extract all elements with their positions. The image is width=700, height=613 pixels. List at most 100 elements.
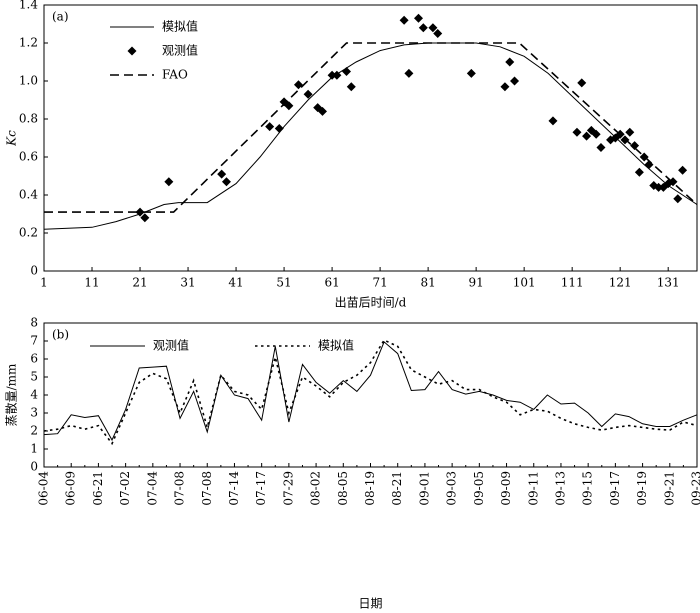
x-tick-label: 09-01 xyxy=(417,471,431,506)
data-point xyxy=(678,165,688,175)
data-point xyxy=(577,78,587,88)
x-tick-label: 31 xyxy=(180,276,195,290)
data-point xyxy=(625,127,635,137)
y-tick-label: 0.4 xyxy=(19,188,38,202)
data-point xyxy=(428,23,438,33)
y-tick-label: 4 xyxy=(30,388,38,402)
data-point xyxy=(418,23,428,33)
y-axis-label: 蒸散量/mm xyxy=(4,363,19,426)
y-tick-label: 0 xyxy=(30,460,38,474)
data-point xyxy=(217,169,227,179)
data-point xyxy=(548,116,558,126)
series-line xyxy=(43,339,698,446)
x-tick-label: 111 xyxy=(561,276,584,290)
legend-label: 观测值 xyxy=(162,43,198,58)
x-tick-label: 07-04 xyxy=(145,471,159,506)
plot-frame xyxy=(43,4,698,272)
legend-marker xyxy=(127,46,137,56)
x-tick-label: 21 xyxy=(132,276,147,290)
data-point xyxy=(332,70,342,80)
legend-label: 观测值 xyxy=(153,338,189,353)
x-tick-label: 09-15 xyxy=(581,471,595,506)
panel-label: (a) xyxy=(52,10,69,24)
y-tick-label: 1.2 xyxy=(19,36,38,50)
data-point xyxy=(654,182,664,192)
x-tick-label: 81 xyxy=(420,276,435,290)
data-point xyxy=(317,106,327,116)
y-tick-label: 3 xyxy=(30,406,38,420)
data-point xyxy=(221,177,231,187)
x-tick-label: 09-03 xyxy=(445,471,459,506)
data-point xyxy=(327,70,337,80)
x-tick-label: 61 xyxy=(324,276,339,290)
data-point xyxy=(668,177,678,187)
data-point xyxy=(596,143,606,152)
data-point xyxy=(274,124,284,133)
x-tick-label: 08-05 xyxy=(336,471,350,506)
y-tick-label: 8 xyxy=(30,316,38,330)
data-point xyxy=(346,82,356,92)
data-point xyxy=(466,68,476,78)
x-tick-label: 07-17 xyxy=(254,471,268,506)
x-tick-label: 51 xyxy=(276,276,291,290)
data-point xyxy=(591,129,601,139)
x-tick-label: 09-09 xyxy=(499,471,513,506)
data-point xyxy=(293,80,303,90)
data-point xyxy=(510,76,520,86)
y-tick-label: 1 xyxy=(30,442,38,456)
x-tick-label: 09-13 xyxy=(553,471,567,506)
x-tick-label: 41 xyxy=(228,276,243,290)
x-tick-label: 07-29 xyxy=(281,471,295,506)
data-point xyxy=(135,207,145,217)
x-tick-label: 101 xyxy=(513,276,536,290)
data-point xyxy=(673,194,683,204)
y-tick-label: 1.0 xyxy=(19,74,38,88)
y-tick-label: 0.2 xyxy=(19,226,38,240)
x-tick-label: 71 xyxy=(372,276,387,290)
x-tick-label: 11 xyxy=(84,276,99,290)
x-tick-label: 07-14 xyxy=(227,471,241,506)
data-point xyxy=(341,67,351,76)
x-tick-label: 07-02 xyxy=(118,471,132,506)
data-point xyxy=(500,82,510,92)
x-axis-label: 出苗后时间/d xyxy=(335,296,407,310)
x-tick-label: 09-05 xyxy=(472,471,486,506)
plot-frame xyxy=(43,322,698,468)
x-tick-label: 121 xyxy=(609,276,632,290)
x-tick-label: 131 xyxy=(657,276,680,290)
data-point xyxy=(399,15,409,25)
x-tick-label: 08-02 xyxy=(309,471,323,506)
y-tick-label: 2 xyxy=(30,424,38,438)
x-tick-label: 06-04 xyxy=(37,471,51,506)
data-point xyxy=(303,89,313,99)
data-point xyxy=(284,101,294,111)
x-tick-label: 06-21 xyxy=(91,471,105,506)
series-line xyxy=(43,341,698,442)
data-point xyxy=(140,213,150,223)
y-tick-label: 5 xyxy=(30,370,38,384)
data-point xyxy=(265,122,275,132)
y-axis-label: Kc xyxy=(5,130,19,147)
x-tick-label: 09-11 xyxy=(526,471,540,506)
x-tick-label: 06-09 xyxy=(64,471,78,506)
x-tick-label: 07-08 xyxy=(200,471,214,506)
x-tick-label: 08-19 xyxy=(363,471,377,506)
x-tick-label: 91 xyxy=(468,276,483,290)
data-point xyxy=(433,29,443,38)
x-tick-label: 09-23 xyxy=(690,471,700,506)
x-tick-label: 1 xyxy=(40,276,48,290)
series-line xyxy=(44,42,698,213)
y-tick-label: 0 xyxy=(30,264,38,278)
legend-label: 模拟值 xyxy=(318,338,354,353)
y-tick-label: 0.6 xyxy=(19,150,38,164)
data-point xyxy=(572,127,582,137)
legend-label: FAO xyxy=(162,68,188,82)
x-tick-label: 09-19 xyxy=(635,471,649,506)
data-point xyxy=(505,57,515,67)
y-tick-label: 0.8 xyxy=(19,112,38,126)
y-tick-label: 1.4 xyxy=(19,0,38,12)
x-tick-label: 09-17 xyxy=(608,471,622,506)
data-point xyxy=(582,131,592,141)
x-axis-label: 日期 xyxy=(358,597,382,611)
